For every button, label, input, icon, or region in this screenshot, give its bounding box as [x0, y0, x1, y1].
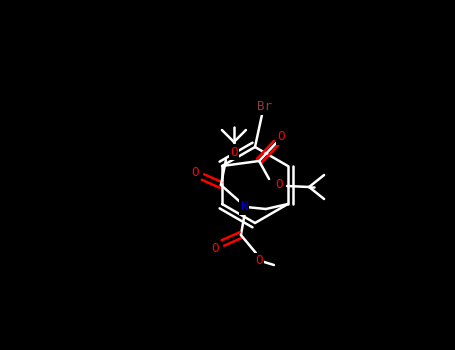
Text: O: O: [230, 146, 238, 159]
Text: O: O: [278, 131, 285, 144]
Text: O: O: [275, 177, 283, 190]
Text: Br: Br: [258, 100, 273, 113]
Text: O: O: [191, 167, 199, 180]
Text: O: O: [211, 241, 219, 254]
Text: N: N: [240, 201, 248, 214]
Text: O: O: [255, 254, 263, 267]
